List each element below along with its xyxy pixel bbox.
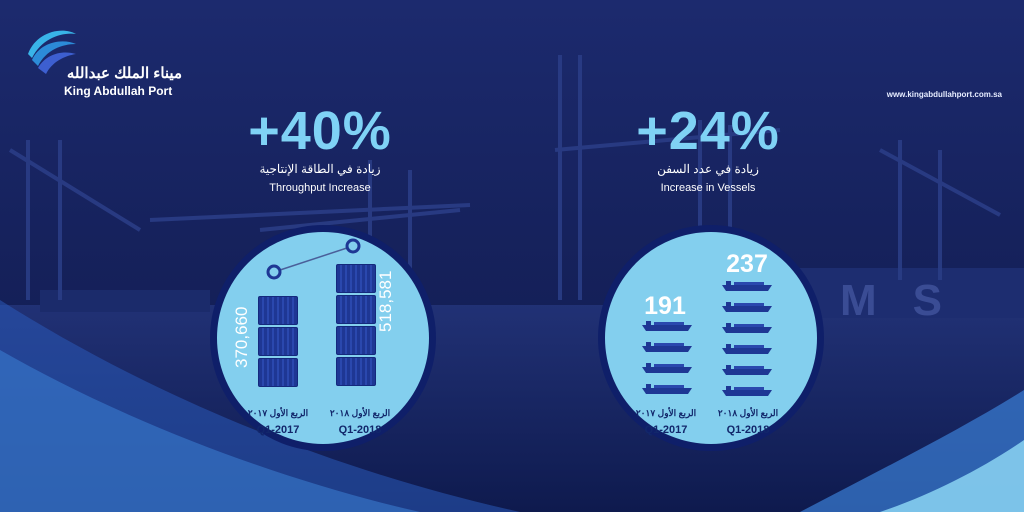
throughput-value-2018: 518,581: [376, 270, 395, 332]
container-box: [258, 358, 298, 387]
container-box: [336, 326, 376, 355]
trend-point-2018: [345, 238, 361, 254]
vessels-period-2018: Q1-2018: [726, 424, 770, 436]
ship-stack-2017: [640, 318, 694, 402]
crane-right-group: [554, 55, 1001, 300]
logo-name-arabic: ميناء الملك عبدالله: [66, 65, 182, 82]
background-ship-lettering: MS: [840, 276, 978, 325]
port-logo-icon: [28, 30, 76, 74]
ship-icon: [642, 342, 692, 352]
throughput-period-2018-arabic: الربع الأول ٢٠١٨: [329, 408, 391, 418]
container-box: [336, 264, 376, 293]
container-box: [336, 295, 376, 324]
throughput-headline: +40%: [248, 101, 392, 161]
vessels-subtitle-arabic: زيادة في عدد السفن: [657, 162, 759, 176]
throughput-period-2018: Q1-2018: [338, 424, 382, 436]
throughput-subtitle-english: Throughput Increase: [269, 182, 371, 194]
ship-icon: [722, 344, 772, 354]
throughput-circle: [210, 225, 436, 451]
vessels-period-2018-arabic: الربع الأول ٢٠١٨: [717, 408, 779, 418]
throughput-period-2017-arabic: الربع الأول ٢٠١٧: [247, 408, 309, 418]
ship-icon: [642, 384, 692, 394]
logo-name-english: King Abdullah Port: [64, 84, 173, 98]
ship-icon: [642, 363, 692, 373]
throughput-subtitle-arabic: زيادة في الطاقة الإنتاجية: [259, 162, 381, 176]
vessels-period-2017: Q1-2017: [644, 424, 688, 436]
ship-stack-2018: [720, 278, 774, 404]
container-stack-2017: [258, 296, 298, 389]
ship-icon: [722, 365, 772, 375]
container-box: [336, 357, 376, 386]
container-box: [258, 327, 298, 356]
ship-icon: [722, 386, 772, 396]
vessels-circle: [598, 225, 824, 451]
ship-icon: [722, 323, 772, 333]
throughput-value-2017: 370,660: [232, 306, 251, 368]
vessels-count-2017: 191: [644, 292, 686, 320]
vessels-period-2017-arabic: الربع الأول ٢٠١٧: [635, 408, 697, 418]
ship-silhouette-left: [40, 290, 210, 312]
vessels-subtitle-english: Increase in Vessels: [660, 182, 756, 194]
throughput-trend-line: [266, 238, 361, 280]
ship-icon: [642, 321, 692, 331]
container-box: [258, 296, 298, 325]
website-url[interactable]: www.kingabdullahport.com.sa: [886, 90, 1002, 99]
vessels-headline: +24%: [636, 101, 780, 161]
ship-icon: [722, 302, 772, 312]
container-stack-2018: [336, 264, 376, 388]
throughput-period-2017: Q1-2017: [256, 424, 300, 436]
ship-icon: [722, 281, 772, 291]
vessels-count-2018: 237: [726, 250, 768, 278]
trend-point-2017: [266, 264, 282, 280]
